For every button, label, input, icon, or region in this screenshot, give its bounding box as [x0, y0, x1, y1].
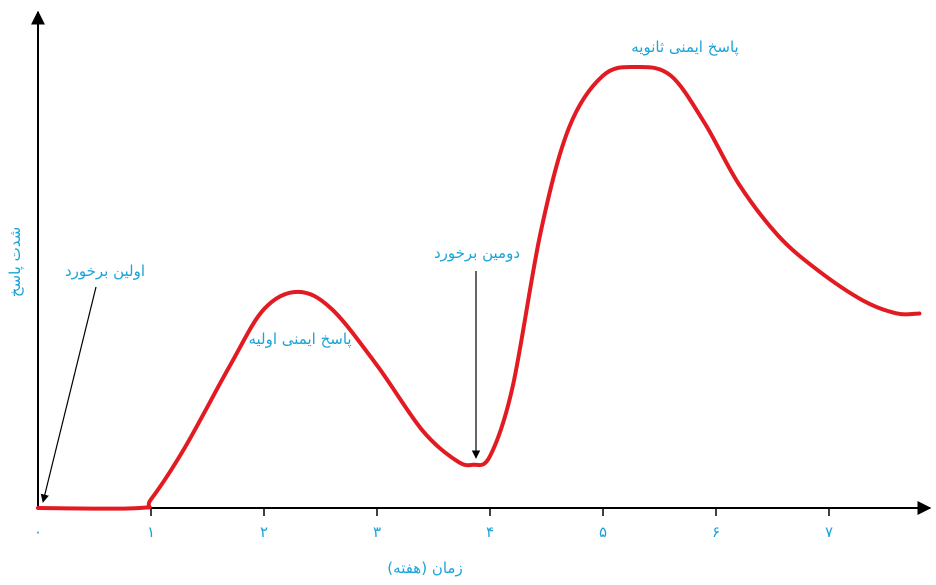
annotation-secondary-response: پاسخ ایمنی ثانویه: [631, 38, 738, 57]
x-tick-label-7: ۷: [825, 523, 833, 541]
annotation-arrows: [40, 271, 481, 503]
axes: [31, 10, 932, 515]
response-curve-line: [36, 64, 922, 511]
x-axis-title: زمان (هفته): [387, 559, 462, 577]
y-axis-title: شدت پاسخ: [6, 227, 25, 297]
x-tick-label-1: ۱: [147, 523, 155, 541]
annotation-first-exposure: اولین برخورد: [65, 262, 145, 280]
x-tick-labels: ۰ ۱ ۲ ۳ ۴ ۵ ۶ ۷: [34, 523, 833, 541]
x-tick-label-0: ۰: [34, 523, 42, 541]
x-tick-label-2: ۲: [260, 523, 268, 541]
x-tick-label-5: ۵: [599, 523, 607, 541]
x-tick-label-6: ۶: [712, 523, 720, 541]
x-tick-label-3: ۳: [373, 523, 381, 541]
annotation-primary-response: پاسخ ایمنی اولیه: [248, 330, 351, 349]
x-tick-label-4: ۴: [486, 523, 494, 541]
first-exposure-arrow: [40, 286, 97, 503]
annotation-second-exposure: دومین برخورد: [434, 244, 520, 262]
x-ticks: [150, 508, 830, 516]
